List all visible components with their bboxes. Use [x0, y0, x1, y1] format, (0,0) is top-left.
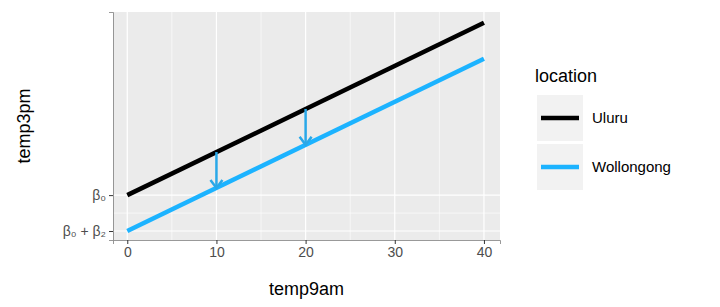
arrow — [210, 152, 222, 188]
grid-line — [305, 12, 306, 240]
x-axis: 0 10 20 30 40 — [114, 240, 501, 260]
x-tick: 0 — [124, 240, 132, 260]
legend-key-bg — [537, 95, 583, 141]
arrow-shaft — [215, 152, 218, 188]
y-axis-line — [109, 13, 114, 241]
x-tick-label: 0 — [124, 244, 132, 260]
minor-grid-line — [171, 12, 172, 240]
grid-line — [127, 12, 128, 240]
x-tick-label: 30 — [387, 244, 403, 260]
legend-label: Uluru — [592, 109, 628, 126]
grid-line — [113, 230, 500, 231]
y-tick: β₀ + β₂ — [63, 223, 113, 239]
y-tick: β₀ — [92, 187, 113, 203]
chart: 0 10 20 30 40 β₀ + β₂ β₀ temp9am temp3pm location… — [0, 0, 720, 307]
y-axis: β₀ + β₂ β₀ — [63, 13, 114, 241]
legend-key-bg — [537, 144, 583, 190]
minor-grid-line — [113, 213, 500, 214]
x-tick-label: 40 — [477, 244, 493, 260]
legend-title: location — [535, 66, 597, 86]
grid-line — [394, 12, 395, 240]
grid-line — [113, 195, 500, 196]
y-tick-mark — [109, 231, 113, 232]
plot-panel — [113, 12, 500, 240]
marks — [127, 23, 484, 231]
y-tick-label: β₀ + β₂ — [63, 223, 106, 239]
series-line — [127, 23, 484, 195]
arrow — [300, 109, 312, 145]
x-tick: 10 — [209, 240, 225, 260]
x-tick: 40 — [477, 240, 493, 260]
arrow-head — [210, 180, 222, 188]
x-axis-title: temp9am — [269, 279, 344, 299]
x-tick-label: 10 — [209, 244, 225, 260]
x-tick: 30 — [387, 240, 403, 260]
grid-line — [216, 12, 217, 240]
x-tick: 20 — [298, 240, 314, 260]
y-tick-mark — [109, 195, 113, 196]
x-tick-label: 20 — [298, 244, 314, 260]
arrow-head — [300, 137, 312, 145]
legend-key — [541, 165, 579, 170]
minor-grid-line — [261, 12, 262, 240]
legend: location Uluru Wollongong — [535, 66, 671, 190]
arrow-shaft — [304, 109, 307, 145]
minor-grid-line — [350, 12, 351, 240]
y-tick-label: β₀ — [92, 187, 106, 203]
legend-label: Wollongong — [592, 158, 671, 175]
y-axis-title: temp3pm — [14, 88, 34, 163]
legend-key — [541, 116, 579, 121]
grid-line — [483, 12, 484, 240]
series-line — [127, 59, 484, 231]
grid — [113, 12, 500, 240]
